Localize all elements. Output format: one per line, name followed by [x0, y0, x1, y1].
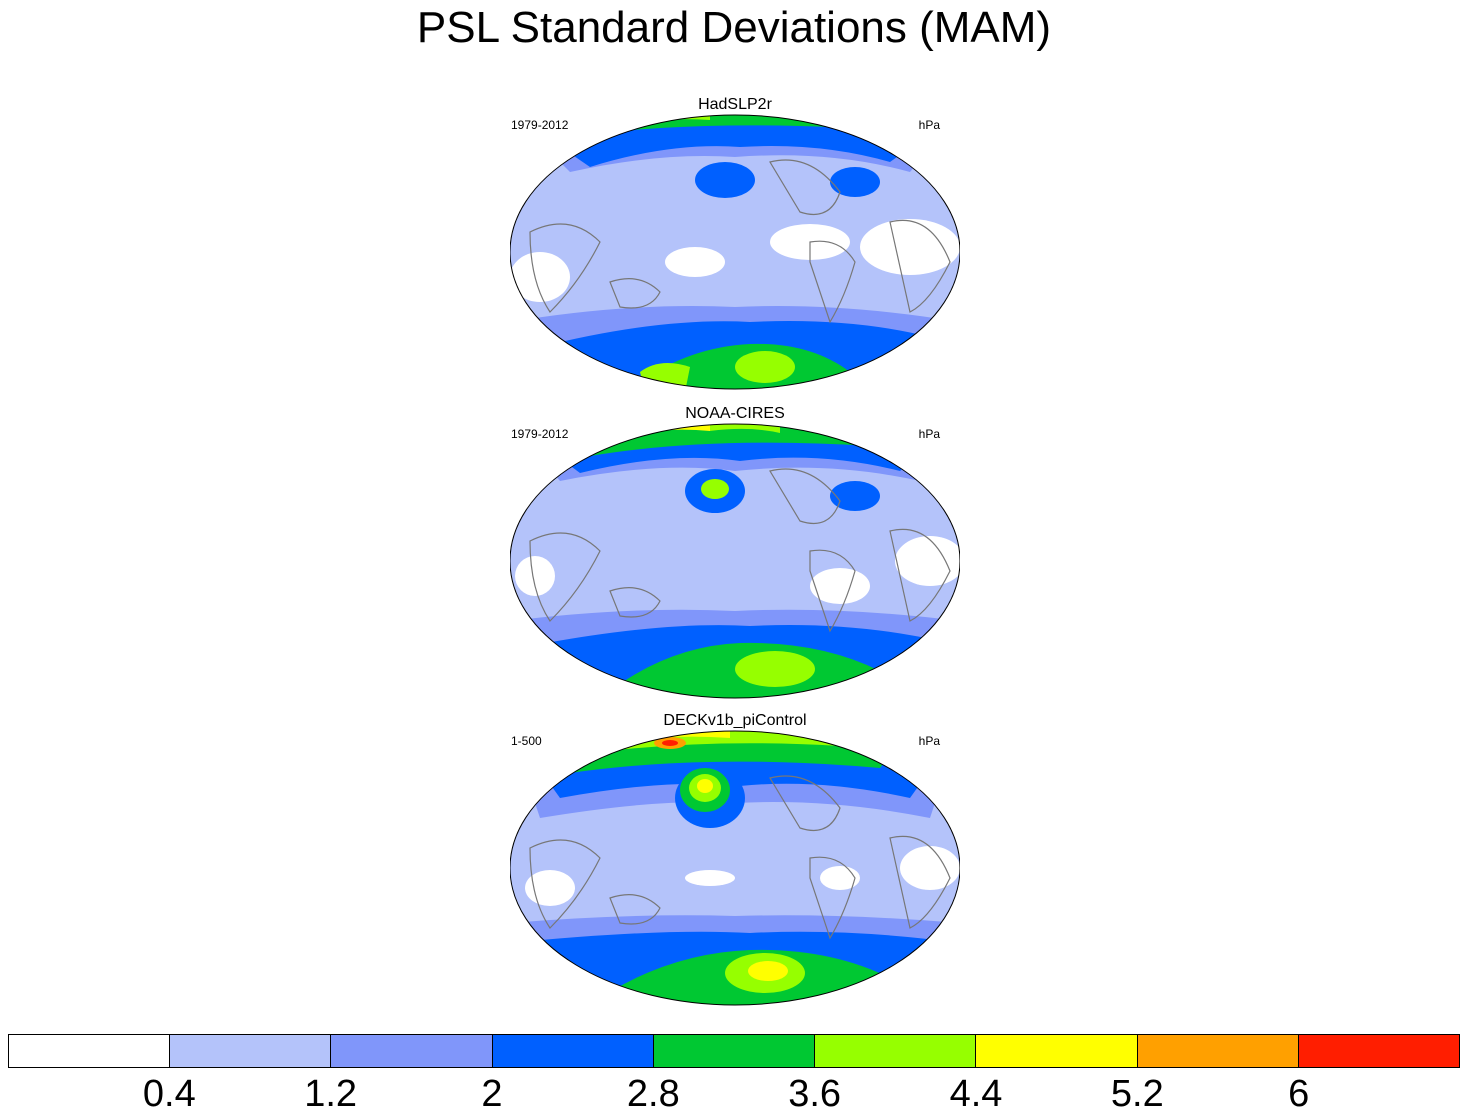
panel-title: NOAA-CIRES	[685, 405, 785, 422]
colorbar-box	[653, 1035, 816, 1067]
colorbar-label: 4.4	[949, 1073, 1003, 1115]
panel-units: hPa	[918, 118, 940, 132]
colorbar-box	[170, 1035, 332, 1067]
figure-title: PSL Standard Deviations (MAM)	[416, 3, 1052, 52]
panel-title: HadSLP2r	[698, 96, 772, 113]
colorbar-box	[976, 1035, 1138, 1067]
colorbar-box	[331, 1035, 493, 1067]
map-noaa-cires	[510, 423, 960, 699]
colorbar-label: 3.6	[788, 1073, 842, 1115]
colorbar-label: 2.8	[626, 1073, 680, 1115]
map-hadslp2r	[510, 114, 960, 390]
colorbar-box	[492, 1035, 654, 1067]
colorbar-box	[9, 1035, 171, 1067]
colorbar-label: 5.2	[1110, 1073, 1164, 1115]
map-panel-noaa-cires: NOAA-CIRES 1979-2012 hPa	[500, 405, 970, 705]
colorbar-label: 2	[481, 1073, 503, 1115]
colorbar-label: 0.4	[142, 1073, 196, 1115]
panel-period: 1979-2012	[511, 118, 569, 132]
panel-units: hPa	[918, 427, 940, 441]
panel-period: 1979-2012	[511, 427, 569, 441]
map-panel-deckv1b-picontrol: DECKv1b_piControl 1-500 hPa	[500, 712, 970, 1012]
colorbar-label: 6	[1288, 1073, 1310, 1115]
colorbar-labels: 0.4 1.2 2 2.8 3.6 4.4 5.2 6	[8, 1074, 1460, 1114]
colorbar-box	[815, 1035, 977, 1067]
map-panel-hadslp2r: HadSLP2r 1979-2012 hPa	[500, 96, 970, 396]
map-deckv1b-picontrol	[510, 730, 960, 1006]
panel-title: DECKv1b_piControl	[663, 712, 807, 729]
colorbar-box	[1298, 1035, 1459, 1067]
colorbar	[8, 1034, 1460, 1068]
colorbar-label: 1.2	[304, 1073, 358, 1115]
panel-period: 1-500	[511, 734, 542, 748]
panel-units: hPa	[918, 734, 940, 748]
colorbar-box	[1137, 1035, 1299, 1067]
